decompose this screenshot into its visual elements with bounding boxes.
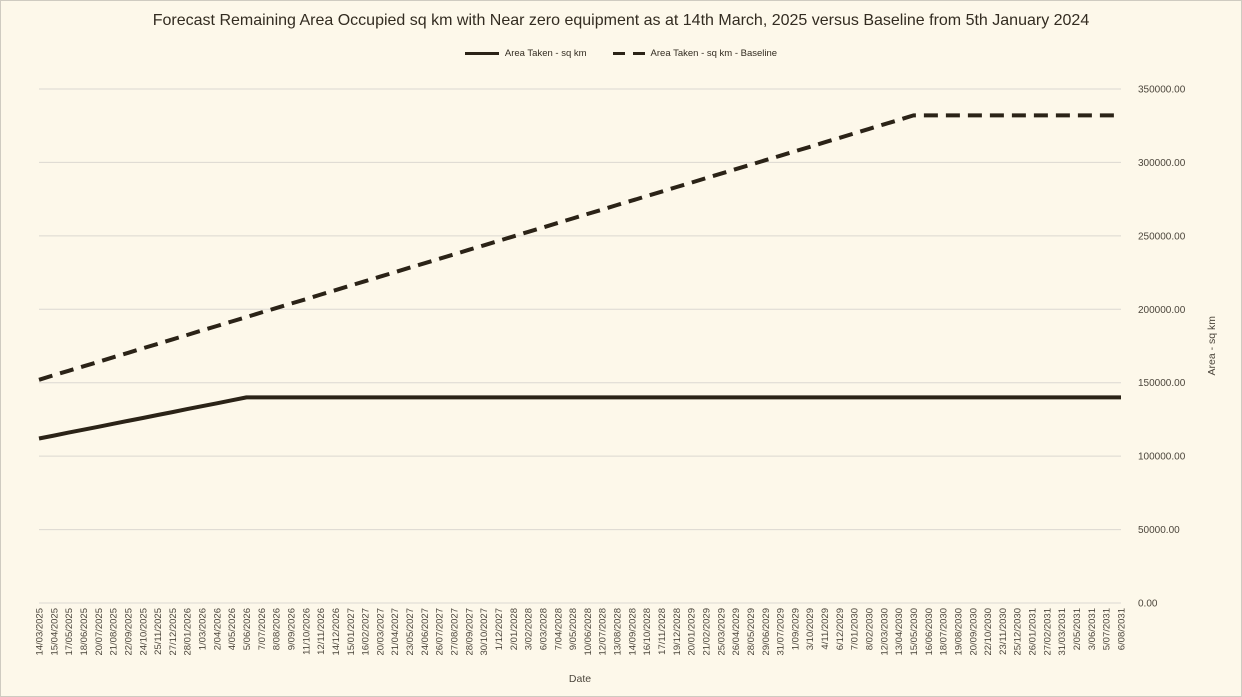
x-tick-label: 1/12/2027 [494,608,505,650]
x-tick-label: 21/08/2025 [109,608,120,656]
x-tick-label: 26/04/2029 [731,608,742,656]
legend-item-area-taken: Area Taken - sq km [464,48,587,59]
x-tick-label: 20/07/2025 [94,608,105,656]
x-tick-label: 7/07/2026 [257,608,268,650]
x-tick-label: 15/04/2025 [49,608,60,656]
x-tick-label: 26/01/2031 [1028,608,1039,656]
x-tick-label: 6/03/2028 [538,608,549,650]
x-tick-label: 22/09/2025 [123,608,134,656]
y-axis-title: Area - sq km [1206,316,1218,376]
x-tick-label: 4/05/2026 [227,608,238,650]
x-tick-label: 31/07/2029 [776,608,787,656]
x-tick-label: 7/01/2030 [850,608,861,650]
x-tick-label: 21/04/2027 [390,608,401,656]
legend-label-baseline: Area Taken - sq km - Baseline [650,48,778,59]
y-tick-label: 0.00 [1138,599,1158,610]
x-tick-label: 25/11/2025 [153,608,164,655]
x-tick-label: 1/03/2026 [198,608,209,650]
x-tick-label: 16/06/2030 [924,608,935,656]
x-tick-label: 28/09/2027 [464,608,475,656]
x-tick-label: 31/03/2031 [1057,608,1068,656]
x-tick-label: 25/12/2030 [1013,608,1024,656]
x-tick-label: 16/02/2027 [361,608,372,656]
x-tick-label: 20/03/2027 [375,608,386,656]
y-tick-label: 250000.00 [1138,231,1186,242]
x-tick-label: 5/06/2026 [242,608,253,650]
legend-label-area-taken: Area Taken - sq km [504,48,587,59]
x-tick-label: 24/06/2027 [420,608,431,656]
x-tick-label: 23/11/2030 [998,608,1009,655]
x-axis-title: Date [568,673,592,685]
x-tick-label: 12/11/2026 [316,608,327,655]
x-tick-label: 5/07/2031 [1102,608,1113,650]
dashed-line-icon [612,51,645,56]
x-tick-label: 27/08/2027 [450,608,461,656]
x-tick-label: 21/02/2029 [701,608,712,656]
x-tick-label: 27/02/2031 [1042,608,1053,656]
solid-line-icon [464,52,499,55]
legend-item-baseline: Area Taken - sq km - Baseline [612,48,778,59]
x-tick-label: 20/09/2030 [968,608,979,656]
x-tick-label: 15/01/2027 [346,608,357,656]
x-tick-label: 26/07/2027 [435,608,446,656]
series-dashed-line [38,113,1121,382]
x-tick-label: 13/08/2028 [613,608,624,656]
x-tick-label: 9/05/2028 [568,608,579,650]
x-tick-label: 12/07/2028 [598,608,609,656]
x-tick-label: 3/10/2029 [805,608,816,650]
x-tick-label: 18/06/2025 [79,608,90,656]
x-tick-label: 4/11/2029 [820,608,831,650]
x-tick-label: 24/10/2025 [138,608,149,656]
x-tick-label: 8/08/2026 [272,608,283,650]
x-tick-label: 22/10/2030 [983,608,994,656]
x-tick-label: 10/06/2028 [583,608,594,656]
x-tick-label: 6/12/2029 [835,608,846,650]
x-tick-label: 8/02/2030 [865,608,876,650]
x-tick-label: 27/12/2025 [168,608,179,656]
x-tick-label: 9/09/2026 [286,608,297,650]
x-tick-label: 28/05/2029 [746,608,757,656]
y-tick-label: 300000.00 [1138,158,1186,169]
x-tick-label: 12/03/2030 [879,608,890,656]
x-tick-label: 1/09/2029 [790,608,801,650]
x-tick-label: 28/01/2026 [183,608,194,656]
x-tick-label: 3/06/2031 [1087,608,1098,650]
x-tick-label: 19/12/2028 [672,608,683,656]
x-tick-label: 14/03/2025 [35,608,46,656]
x-tick-label: 19/08/2030 [953,608,964,656]
x-tick-label: 17/05/2025 [64,608,75,656]
y-tick-label: 200000.00 [1138,305,1186,316]
legend: Area Taken - sq km Area Taken - sq km - … [1,48,1241,59]
x-tick-label: 29/06/2029 [761,608,772,656]
x-tick-label: 14/12/2026 [331,608,342,656]
chart-title: Forecast Remaining Area Occupied sq km w… [152,12,1090,29]
x-tick-label: 13/04/2030 [894,608,905,656]
x-tick-label: 6/08/2031 [1117,608,1128,650]
x-tick-label: 23/05/2027 [405,608,416,656]
x-tick-label: 2/04/2026 [212,608,223,650]
x-tick-label: 2/01/2028 [509,608,520,650]
x-tick-label: 17/11/2028 [657,608,668,655]
y-axis-title-wrap: Area - sq km [1201,89,1223,603]
x-tick-label: 11/10/2026 [301,608,312,655]
x-tick-label: 2/05/2031 [1072,608,1083,650]
x-tick-label: 18/07/2030 [939,608,950,656]
x-tick-label: 15/05/2030 [909,608,920,656]
y-tick-label: 350000.00 [1138,85,1186,96]
y-tick-label: 50000.00 [1138,525,1180,536]
y-tick-label: 150000.00 [1138,378,1186,389]
x-tick-label: 20/01/2029 [687,608,698,656]
x-tick-label: 3/02/2028 [524,608,535,650]
x-tick-label: 7/04/2028 [553,608,564,650]
y-tick-label: 100000.00 [1138,452,1186,463]
x-tick-label: 14/09/2028 [627,608,638,656]
x-tick-label: 25/03/2029 [716,608,727,656]
x-tick-label: 16/10/2028 [642,608,653,656]
x-tick-label: 30/10/2027 [479,608,490,656]
series-solid-line [38,395,1121,441]
